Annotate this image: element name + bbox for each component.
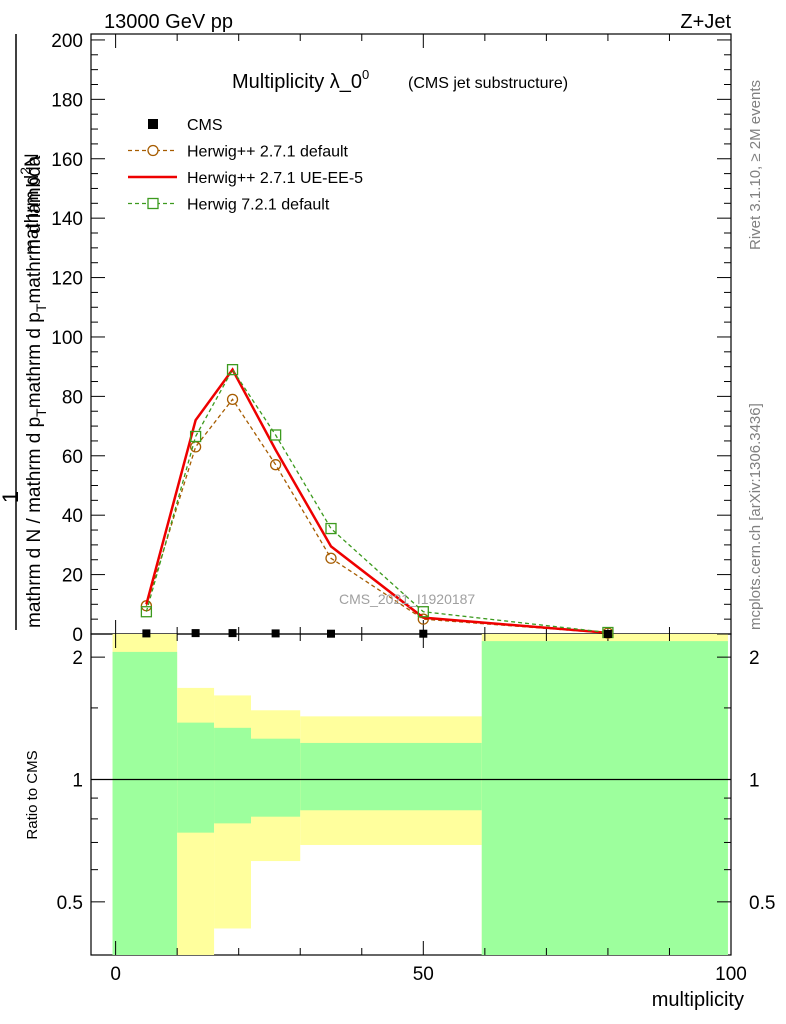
ratio-tick-label: 2: [72, 648, 83, 669]
series-line-2: [145, 368, 608, 634]
cms-data-point: [142, 629, 151, 638]
chart-title: Multiplicity λ_00: [232, 67, 369, 93]
ratio-band-green-3: [251, 738, 301, 817]
analysis-watermark: CMS_2021_I1920187: [339, 591, 475, 607]
x-tick-label: 100: [715, 964, 747, 985]
ratio-y-axis-label: Ratio to CMS: [24, 750, 41, 839]
series-point-0: [269, 459, 282, 471]
ratio-tick-label: 1: [72, 770, 83, 791]
series-line-0: [145, 398, 608, 634]
mcplots-label: mcplots.cern.ch [arXiv:1306.3436]: [747, 403, 764, 630]
series-point-0: [325, 552, 337, 564]
ratio-tick-label-right: 1: [749, 770, 760, 791]
main-axis-ticks: 0 20 40 60 80 100 120 140 160 180 200 0 50 100: [51, 31, 747, 985]
series-point-2: [140, 606, 153, 618]
legend-label-2: Herwig++ 2.7.1 UE-EE-5: [187, 170, 363, 187]
rivet-version-label: Rivet 3.1.10, ≥ 2M events: [747, 80, 764, 250]
cms-data-point: [419, 629, 428, 638]
ratio-band-green-0: [112, 651, 178, 955]
x-tick-label: 0: [110, 964, 121, 985]
series-point-0: [226, 393, 239, 405]
header-process: Z+Jet: [680, 11, 731, 33]
y-tick-label: 180: [51, 90, 83, 111]
legend: CMS Herwig++ 2.7.1 default Herwig++ 2.7.1 …: [128, 117, 363, 214]
series-point-2: [417, 606, 429, 618]
y-tick-label: 160: [51, 150, 83, 171]
main-y-axis-label: 1 mathrm d N / mathrm d pTmathrm d pTmat…: [0, 34, 49, 630]
series-point-2: [325, 522, 337, 535]
y-tick-label: 80: [62, 387, 83, 408]
ratio-tick-label-right: 2: [749, 648, 760, 669]
cms-data-point: [327, 629, 335, 638]
cms-data-point: [228, 629, 237, 638]
y-tick-label: 200: [51, 31, 83, 52]
y-tick-label: 0: [72, 625, 83, 646]
legend-label-3: Herwig 7.2.1 default: [187, 197, 330, 214]
ratio-band-green-1: [177, 722, 215, 833]
y-label-numerator-d: 1: [0, 491, 23, 503]
legend-label-1: Herwig++ 2.7.1 default: [187, 144, 349, 161]
cms-data-point: [271, 629, 280, 638]
ratio-tick-label: 0.5: [57, 893, 83, 914]
y-tick-label: 60: [62, 447, 83, 468]
y-tick-label: 20: [62, 566, 83, 587]
legend-label-0: CMS: [187, 117, 223, 134]
y-tick-label: 40: [62, 506, 83, 527]
series-point-2: [189, 430, 202, 443]
ratio-axis-ticks: 0.5 0.5 1 1 2 2: [57, 648, 776, 914]
ratio-tick-label-right: 0.5: [749, 893, 775, 914]
y-tick-label: 140: [51, 209, 83, 230]
cms-data-point: [603, 630, 612, 638]
ratio-band-green-2: [214, 727, 251, 824]
x-axis-label: multiplicity: [652, 989, 744, 1011]
chart-subtitle: (CMS jet substructure): [408, 75, 568, 92]
y-tick-label: 100: [51, 328, 83, 349]
cms-data-point: [191, 629, 200, 638]
series-point-2: [269, 429, 282, 441]
legend-marker-3: [147, 197, 159, 210]
x-tick-label: 50: [413, 964, 434, 985]
header-energy: 13000 GeV pp: [104, 11, 233, 33]
ratio-band-green-5: [481, 641, 728, 955]
legend-marker-0: [148, 119, 158, 129]
y-tick-label: 120: [51, 269, 83, 290]
series-point-2: [226, 363, 239, 376]
series-layer: [140, 363, 614, 639]
ratio-band-green-4: [300, 742, 482, 811]
y-label-denominator: mathrm d N / mathrm d pTmathrm d pTmathr…: [24, 155, 49, 628]
ratio-bands: [91, 634, 731, 955]
series-line-1: [145, 367, 609, 635]
legend-marker-1: [147, 144, 159, 157]
ratio-plot-frame: [90, 633, 732, 956]
